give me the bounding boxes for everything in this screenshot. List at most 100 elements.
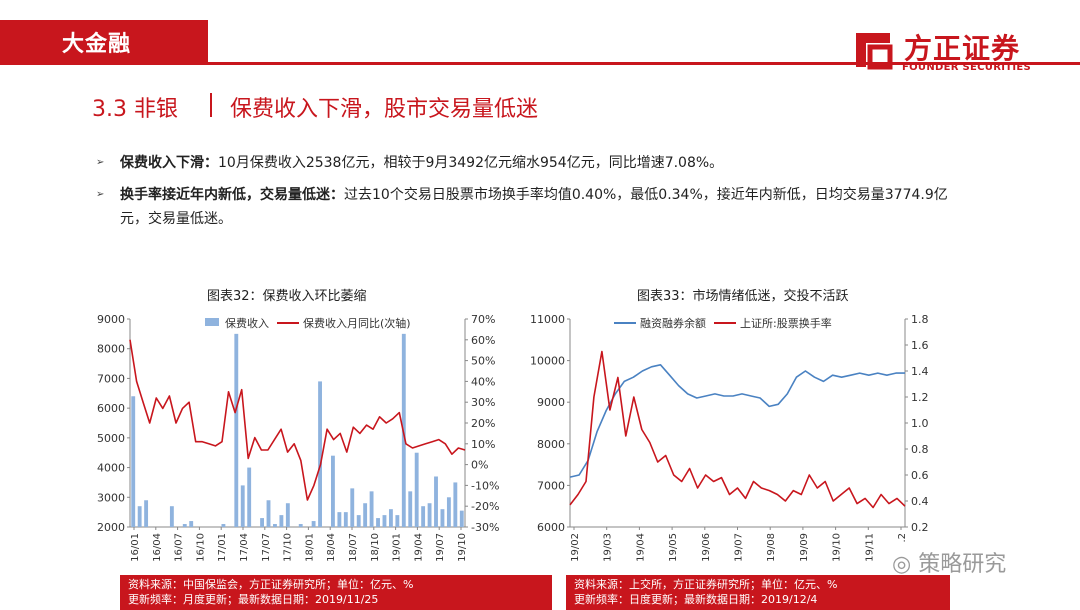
chart1-footer: 资料来源：中国保监会，方正证券研究所；单位：亿元、% 更新频率：月度更新；最新数… xyxy=(120,575,552,610)
bullet-item: ➢ 保费收入下滑：10月保费收入2538亿元，相较于9月3492亿元缩水954亿… xyxy=(96,151,950,175)
x-tick-label: 16/10 xyxy=(195,533,206,562)
section-title: 保费收入下滑，股市交易量低迷 xyxy=(230,97,539,122)
market-sentiment-chart: 6000 7000 8000 9000 10000 11000 0.2 0.4 0.6 0.8 1.… xyxy=(530,313,929,562)
title-divider xyxy=(210,93,212,117)
x-tick-label: 19/04 xyxy=(635,533,646,562)
right-tick-label: 1.0 xyxy=(911,417,929,430)
bar xyxy=(382,515,387,527)
x-tick-label: 19/03 xyxy=(603,533,614,562)
left-tick-label: 6000 xyxy=(537,521,565,534)
bullet-text: 过去10个交易日股票市场换手率均值0.40%，最低0.34%，接近年内新低，日均… xyxy=(120,187,948,227)
bar xyxy=(343,512,348,527)
right-tick-label: 1.4 xyxy=(911,365,929,378)
bar xyxy=(331,455,335,527)
x-tick-label: 19/02 xyxy=(570,533,581,562)
watermark: ◎ 策略研究 xyxy=(892,546,1006,578)
chart2-footer: 资料来源：上交所，方正证券研究所；单位：亿元、% 更新频率：日度更新；最新数据日… xyxy=(566,575,950,610)
bar xyxy=(356,515,361,527)
right-tick-label: -20% xyxy=(471,500,499,513)
x-tick-label: 19/07 xyxy=(435,533,446,562)
x-tick-label: 18/07 xyxy=(348,533,359,562)
bullet-arrow-icon: ➢ xyxy=(96,189,105,200)
watermark-text: 策略研究 xyxy=(918,552,1007,577)
legend-label: 融资融券余额 xyxy=(640,316,706,330)
bar xyxy=(182,524,187,527)
bar xyxy=(137,506,142,527)
x-tick-label: 19/09 xyxy=(799,533,810,562)
left-tick-label: 9000 xyxy=(537,396,565,409)
left-tick-label: 9000 xyxy=(97,313,125,326)
bar xyxy=(247,467,252,527)
x-tick-label: 16/01 xyxy=(130,533,141,562)
brand-tag: 大金融 xyxy=(0,20,208,62)
bar xyxy=(189,521,194,527)
bar xyxy=(369,491,374,527)
bar xyxy=(440,509,445,527)
bar xyxy=(453,482,458,527)
brand-tag-label: 大金融 xyxy=(62,32,132,57)
bar xyxy=(388,509,393,527)
logo-text-cn: 方正证券 xyxy=(904,32,1021,65)
right-tick-label: 0.4 xyxy=(911,495,929,508)
bar xyxy=(279,515,284,527)
left-tick-label: 2000 xyxy=(97,521,125,534)
bar xyxy=(408,491,413,527)
legend-swatch xyxy=(205,318,219,326)
right-tick-label: -30% xyxy=(471,521,499,534)
bullet-arrow-icon: ➢ xyxy=(96,157,105,168)
header-rule xyxy=(0,62,1080,65)
bar xyxy=(285,503,290,527)
bar xyxy=(144,500,149,527)
founder-logo-icon xyxy=(856,33,893,70)
bar xyxy=(240,485,245,527)
chart2-title: 图表33：市场情绪低迷，交投不活跃 xyxy=(637,289,849,304)
series-line xyxy=(569,363,905,478)
x-tick-label: 16/07 xyxy=(174,533,185,562)
left-tick-label: 3000 xyxy=(97,491,125,504)
legend-label: 保费收入月同比(次轴) xyxy=(303,316,411,330)
left-tick-label: 11000 xyxy=(530,313,565,326)
x-tick-label: 18/01 xyxy=(304,533,315,562)
x-tick-label: .2 xyxy=(897,533,908,543)
x-tick-label: 19/10 xyxy=(457,533,468,562)
right-tick-label: 60% xyxy=(471,334,495,347)
footer-source: 资料来源：中国保监会，方正证券研究所；单位：亿元、% xyxy=(128,578,414,591)
x-tick-label: 19/11 xyxy=(864,533,875,562)
series-line xyxy=(569,350,906,509)
right-tick-label: 10% xyxy=(471,438,495,451)
x-tick-label: 19/04 xyxy=(413,533,424,562)
bar xyxy=(131,396,136,527)
bar xyxy=(434,476,438,527)
right-tick-label: 0.6 xyxy=(911,469,929,482)
x-tick-label: 19/01 xyxy=(392,533,403,562)
bar xyxy=(421,506,426,527)
bar xyxy=(395,515,400,527)
x-tick-label: 17/10 xyxy=(283,533,294,562)
bar xyxy=(446,497,451,527)
bar xyxy=(273,524,277,527)
x-tick-label: 18/04 xyxy=(326,533,337,562)
bar xyxy=(350,488,355,527)
right-tick-label: 40% xyxy=(471,375,495,388)
x-tick-label: 19/08 xyxy=(766,533,777,562)
right-tick-label: 1.6 xyxy=(911,339,929,352)
x-tick-label: 17/01 xyxy=(217,533,228,562)
x-tick-label: 17/04 xyxy=(239,533,250,562)
bar xyxy=(337,512,342,527)
bar xyxy=(169,506,174,527)
right-tick-label: 50% xyxy=(471,355,495,368)
right-tick-label: 0.8 xyxy=(911,443,929,456)
bullet-text: 10月保费收入2538亿元，相较于9月3492亿元缩水954亿元，同比增速7.0… xyxy=(218,155,724,171)
x-tick-label: 19/05 xyxy=(668,533,679,562)
bullet-item: ➢ 换手率接近年内新低，交易量低迷：过去10个交易日股票市场换手率均值0.40%… xyxy=(96,183,950,231)
left-tick-label: 7000 xyxy=(97,372,125,385)
right-tick-label: -10% xyxy=(471,479,499,492)
left-tick-label: 6000 xyxy=(97,402,125,415)
legend-label: 保费收入 xyxy=(225,316,269,330)
x-tick-label: 19/10 xyxy=(832,533,843,562)
x-tick-label: 19/07 xyxy=(734,533,745,562)
left-tick-label: 5000 xyxy=(97,432,125,445)
left-tick-label: 8000 xyxy=(97,343,125,356)
bullet-bold: 保费收入下滑： xyxy=(120,155,218,171)
right-tick-label: 20% xyxy=(471,417,495,430)
